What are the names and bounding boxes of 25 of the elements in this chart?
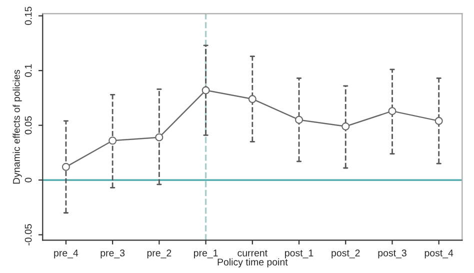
point	[295, 116, 304, 124]
y-tick-label: 0.05	[24, 116, 32, 134]
x-tick-label: pre_1	[194, 250, 218, 258]
point	[388, 107, 396, 116]
y-tick-label: 0.15	[24, 6, 32, 25]
y-tick-label: 0	[24, 178, 32, 182]
point	[202, 86, 210, 94]
x-tick-label: post_3	[378, 250, 406, 258]
x-tick-label: post_2	[332, 250, 360, 258]
x-axis-title: Policy time point	[218, 258, 288, 268]
point	[434, 116, 443, 125]
x-tick-label: pre_3	[100, 250, 125, 258]
y-axis-title: Dynamic effects of policies	[12, 70, 22, 184]
x-tick-label: pre_4	[54, 250, 78, 258]
y-tick-label: 0.1	[24, 64, 32, 77]
x-tick-label: post_4	[424, 250, 454, 258]
point	[155, 133, 164, 142]
x-tick-label: pre_2	[147, 250, 172, 258]
point	[342, 122, 350, 130]
point	[62, 162, 70, 171]
x-tick-label: post_1	[285, 250, 314, 258]
point	[248, 95, 256, 104]
y-tick-label: -0.05	[24, 224, 32, 246]
x-tick-label: current	[238, 250, 268, 256]
point	[108, 136, 117, 145]
